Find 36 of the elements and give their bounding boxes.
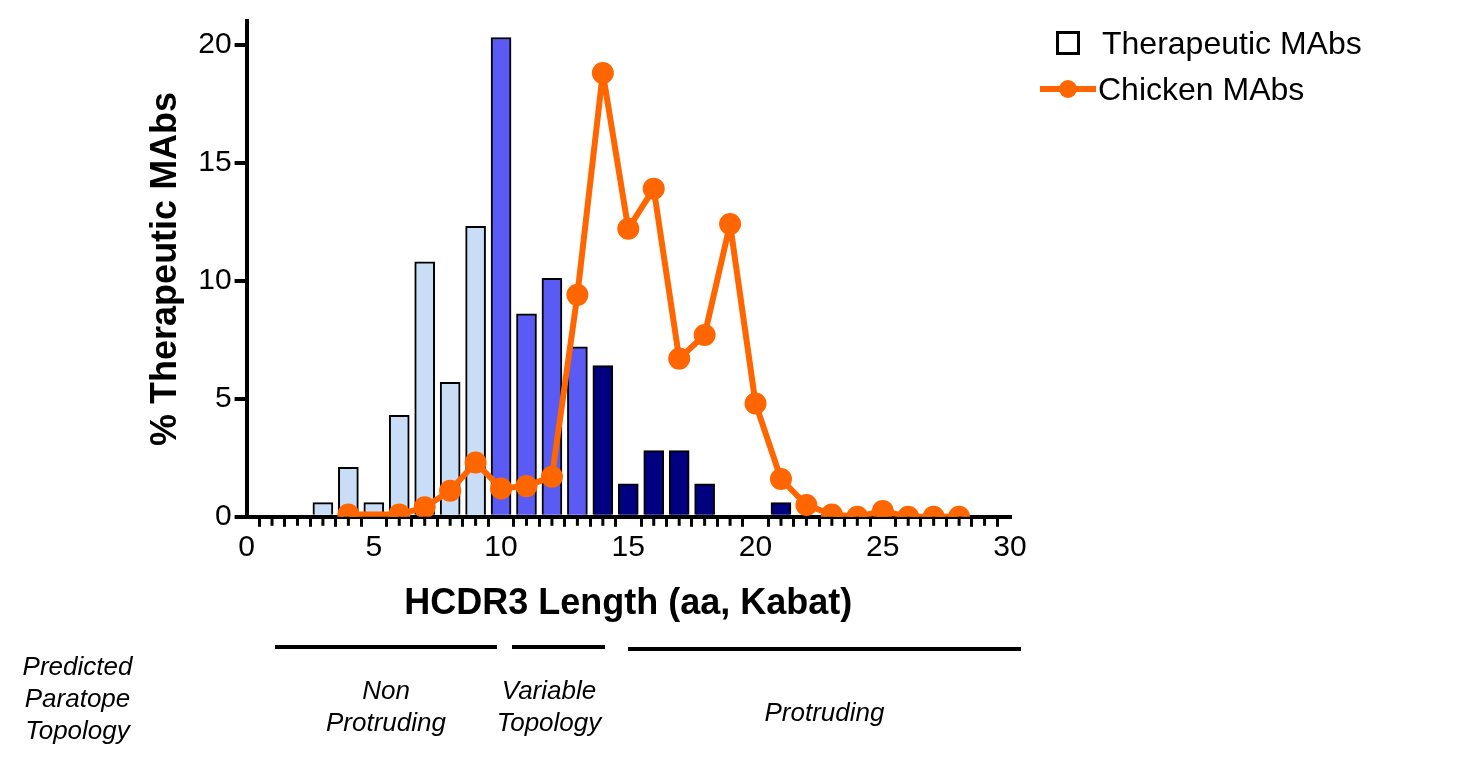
point: [719, 213, 742, 236]
point: [617, 217, 640, 240]
x-tick-label: 20: [738, 529, 773, 563]
x-tick-label: 25: [866, 529, 900, 563]
point: [413, 496, 436, 517]
point: [744, 392, 767, 415]
x-tick-label: 5: [365, 529, 383, 563]
x-tick-label: 30: [993, 529, 1027, 563]
point: [795, 494, 818, 516]
y-tick-label: 15: [198, 143, 232, 177]
text: Predicted Paratope Topology: [21, 650, 134, 746]
text: Non Protruding: [325, 674, 447, 738]
point: [490, 477, 513, 500]
text: Variable Topology: [495, 674, 604, 738]
point: [540, 465, 563, 488]
point: [668, 347, 691, 370]
y-tick-label: 20: [198, 25, 232, 59]
x-tick-label: 0: [238, 529, 255, 563]
y-tick-label: 10: [198, 261, 232, 295]
point: [566, 283, 589, 306]
point: [693, 324, 716, 347]
point: [642, 177, 665, 200]
x-tick-label: 10: [484, 529, 518, 563]
point: [769, 468, 792, 491]
x-axis-title: HCDR3 Length (aa, Kabat): [404, 581, 853, 623]
y-tick-label: 5: [214, 380, 232, 414]
text: Therapeutic MAbs: [1102, 24, 1362, 62]
legend-label: Chicken MAbs: [1098, 70, 1305, 108]
point: [464, 451, 487, 474]
text: Protruding: [763, 696, 886, 728]
y-tick-label: 0: [214, 498, 232, 532]
point: [591, 61, 614, 84]
x-tick-label: 15: [611, 529, 645, 563]
point: [515, 475, 538, 498]
y-axis-title: % Therapeutic MAbs: [142, 91, 184, 446]
point: [439, 479, 462, 502]
